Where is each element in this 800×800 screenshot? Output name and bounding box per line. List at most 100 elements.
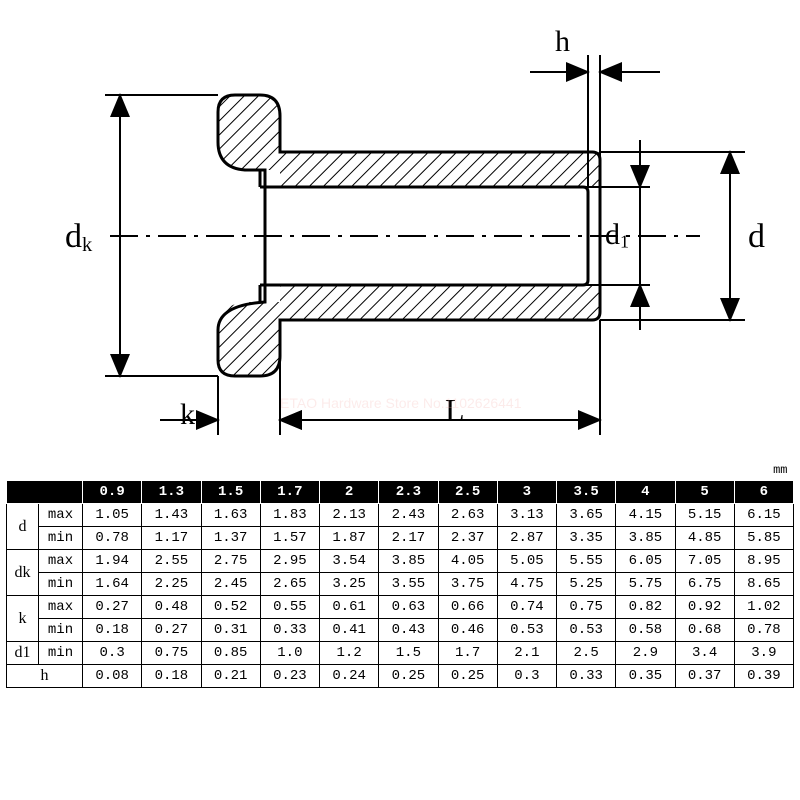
value-cell: 1.64	[83, 573, 142, 596]
value-cell: 0.27	[83, 596, 142, 619]
label-k: k	[180, 398, 195, 432]
value-cell: 0.53	[497, 619, 556, 642]
header-size: 1.3	[142, 481, 201, 504]
value-cell: 0.53	[557, 619, 616, 642]
row-sub-label: min	[39, 527, 83, 550]
value-cell: 5.75	[616, 573, 675, 596]
table-row: min0.781.171.371.571.872.172.372.873.353…	[7, 527, 794, 550]
value-cell: 0.21	[201, 665, 260, 688]
value-cell: 1.0	[260, 642, 319, 665]
value-cell: 3.65	[557, 504, 616, 527]
value-cell: 0.3	[497, 665, 556, 688]
value-cell: 2.1	[497, 642, 556, 665]
label-d: d	[748, 218, 765, 256]
row-group-label: d1	[7, 642, 39, 665]
value-cell: 0.25	[379, 665, 438, 688]
value-cell: 2.9	[616, 642, 675, 665]
value-cell: 0.46	[438, 619, 497, 642]
value-cell: 4.85	[675, 527, 734, 550]
value-cell: 0.55	[260, 596, 319, 619]
row-group-label: d	[7, 504, 39, 550]
value-cell: 4.75	[497, 573, 556, 596]
value-cell: 0.78	[83, 527, 142, 550]
header-size: 2.5	[438, 481, 497, 504]
value-cell: 3.55	[379, 573, 438, 596]
value-cell: 1.02	[734, 596, 793, 619]
value-cell: 2.65	[260, 573, 319, 596]
header-size: 3.5	[557, 481, 616, 504]
value-cell: 0.18	[142, 665, 201, 688]
value-cell: 0.92	[675, 596, 734, 619]
spec-table: mm 0.91.31.51.722.32.533.5456 dmax1.051.…	[6, 460, 794, 688]
unit-label: mm	[7, 460, 794, 481]
table-row: d1min0.30.750.851.01.21.51.72.12.52.93.4…	[7, 642, 794, 665]
value-cell: 5.55	[557, 550, 616, 573]
value-cell: 2.63	[438, 504, 497, 527]
value-cell: 0.61	[320, 596, 379, 619]
header-row: 0.91.31.51.722.32.533.5456	[7, 481, 794, 504]
value-cell: 3.4	[675, 642, 734, 665]
spec-table-area: mm 0.91.31.51.722.32.533.5456 dmax1.051.…	[6, 460, 794, 688]
value-cell: 1.63	[201, 504, 260, 527]
table-row: min1.642.252.452.653.253.553.754.755.255…	[7, 573, 794, 596]
label-dk: dk	[65, 218, 92, 257]
value-cell: 7.05	[675, 550, 734, 573]
value-cell: 0.23	[260, 665, 319, 688]
row-group-label: k	[7, 596, 39, 642]
value-cell: 3.35	[557, 527, 616, 550]
value-cell: 0.75	[142, 642, 201, 665]
table-row: h0.080.180.210.230.240.250.250.30.330.35…	[7, 665, 794, 688]
value-cell: 2.45	[201, 573, 260, 596]
table-row: kmax0.270.480.520.550.610.630.660.740.75…	[7, 596, 794, 619]
header-blank	[7, 481, 83, 504]
value-cell: 2.5	[557, 642, 616, 665]
value-cell: 0.31	[201, 619, 260, 642]
value-cell: 8.65	[734, 573, 793, 596]
value-cell: 2.55	[142, 550, 201, 573]
value-cell: 4.05	[438, 550, 497, 573]
value-cell: 5.85	[734, 527, 793, 550]
value-cell: 0.74	[497, 596, 556, 619]
value-cell: 0.18	[83, 619, 142, 642]
value-cell: 0.75	[557, 596, 616, 619]
value-cell: 0.43	[379, 619, 438, 642]
value-cell: 1.57	[260, 527, 319, 550]
value-cell: 0.37	[675, 665, 734, 688]
value-cell: 6.75	[675, 573, 734, 596]
label-L: L	[445, 392, 465, 429]
value-cell: 3.13	[497, 504, 556, 527]
value-cell: 0.52	[201, 596, 260, 619]
value-cell: 0.85	[201, 642, 260, 665]
row-sub-label: min	[39, 573, 83, 596]
value-cell: 0.63	[379, 596, 438, 619]
header-size: 5	[675, 481, 734, 504]
header-size: 1.5	[201, 481, 260, 504]
value-cell: 2.17	[379, 527, 438, 550]
value-cell: 2.95	[260, 550, 319, 573]
value-cell: 2.43	[379, 504, 438, 527]
value-cell: 2.37	[438, 527, 497, 550]
value-cell: 4.15	[616, 504, 675, 527]
row-sub-label: min	[39, 642, 83, 665]
value-cell: 0.58	[616, 619, 675, 642]
value-cell: 3.85	[616, 527, 675, 550]
header-size: 4	[616, 481, 675, 504]
value-cell: 3.9	[734, 642, 793, 665]
label-d1: d1	[605, 218, 629, 253]
value-cell: 0.25	[438, 665, 497, 688]
label-h: h	[555, 25, 570, 59]
value-cell: 1.83	[260, 504, 319, 527]
value-cell: 1.5	[379, 642, 438, 665]
value-cell: 3.25	[320, 573, 379, 596]
value-cell: 0.48	[142, 596, 201, 619]
row-sub-label: min	[39, 619, 83, 642]
value-cell: 2.25	[142, 573, 201, 596]
value-cell: 2.13	[320, 504, 379, 527]
table-row: dkmax1.942.552.752.953.543.854.055.055.5…	[7, 550, 794, 573]
value-cell: 3.54	[320, 550, 379, 573]
value-cell: 2.75	[201, 550, 260, 573]
value-cell: 1.87	[320, 527, 379, 550]
value-cell: 3.75	[438, 573, 497, 596]
value-cell: 0.68	[675, 619, 734, 642]
table-row: dmax1.051.431.631.832.132.432.633.133.65…	[7, 504, 794, 527]
